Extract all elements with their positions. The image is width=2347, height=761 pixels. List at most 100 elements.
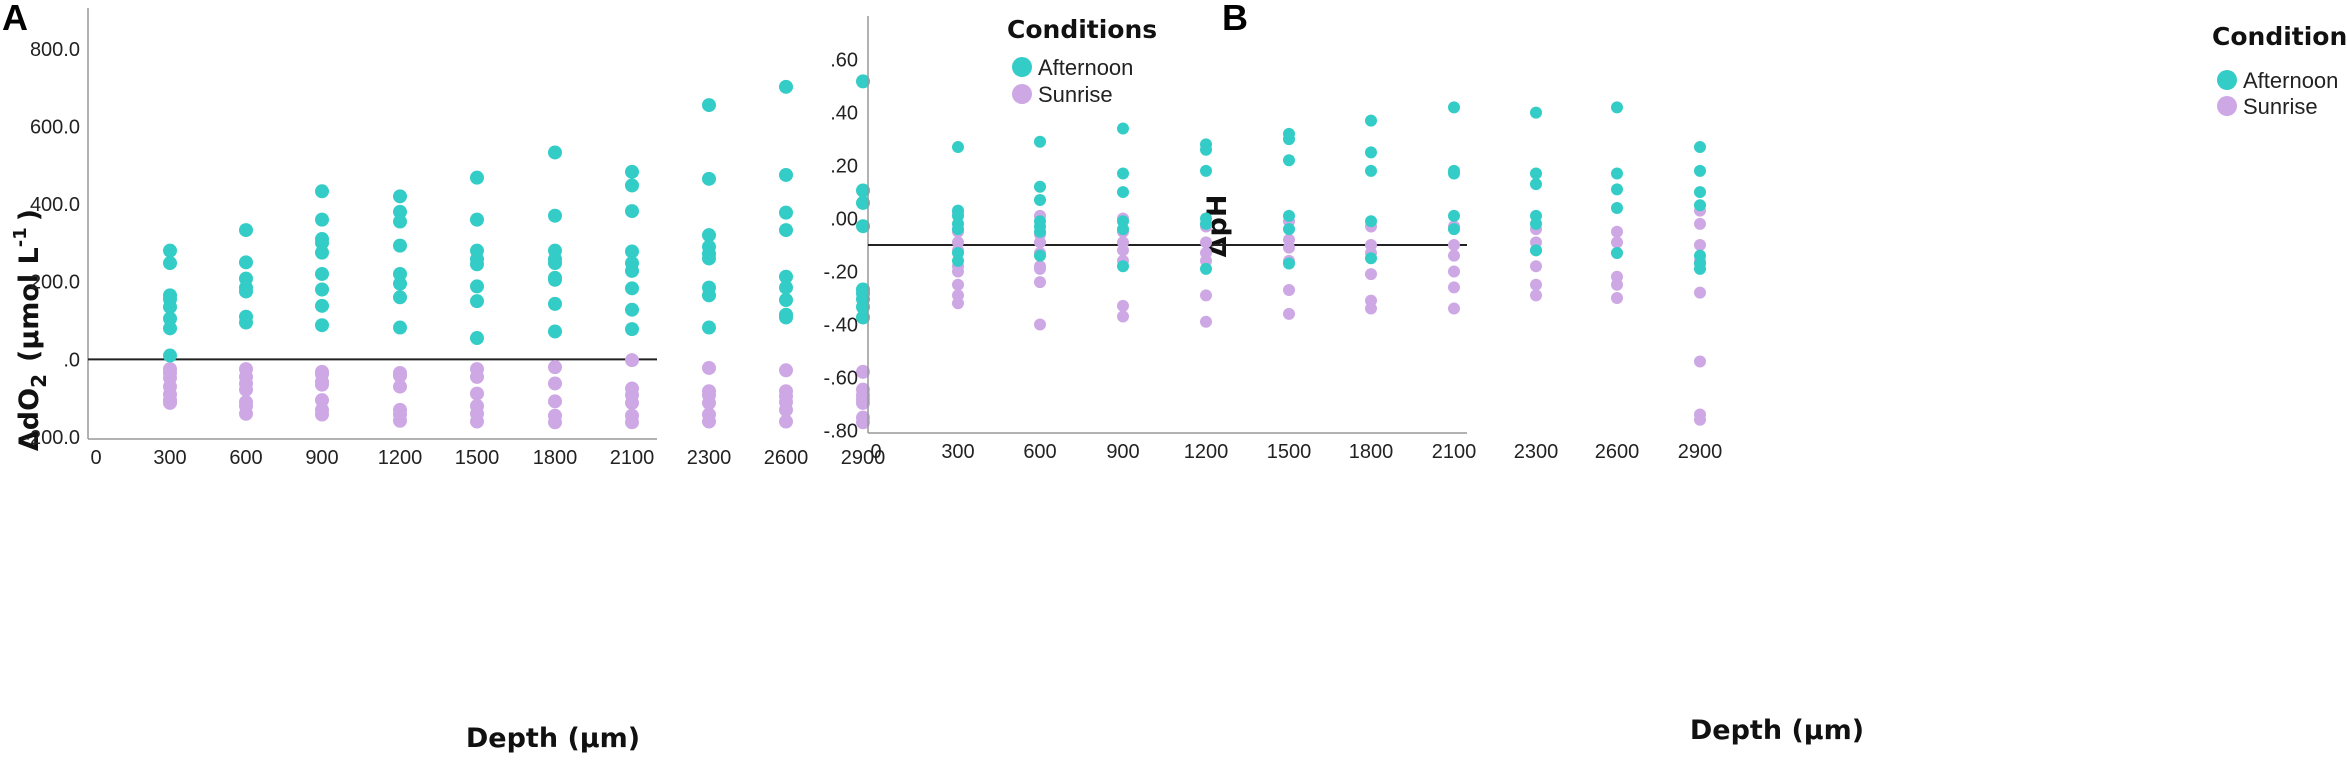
x-tick-label-b: 1200	[1184, 441, 1229, 463]
point-sunrise-b	[1117, 299, 1129, 312]
point-afternoon-b	[1117, 167, 1129, 180]
point-afternoon-a	[239, 255, 253, 270]
point-sunrise-b	[1694, 413, 1706, 426]
point-afternoon-a	[625, 244, 639, 259]
point-sunrise-b	[952, 278, 964, 291]
point-sunrise-b	[1694, 239, 1706, 252]
point-afternoon-a	[315, 266, 329, 281]
point-afternoon-b	[1283, 257, 1295, 270]
x-tick-label-a: 1200	[378, 447, 423, 469]
point-sunrise-a	[470, 414, 484, 429]
point-afternoon-a	[239, 223, 253, 238]
point-sunrise-b	[952, 297, 964, 310]
point-afternoon-a	[548, 324, 562, 339]
point-afternoon-a	[779, 79, 793, 94]
point-afternoon-a	[163, 348, 177, 363]
point-afternoon-a	[779, 310, 793, 325]
point-afternoon-a	[856, 183, 870, 198]
point-afternoon-a	[163, 256, 177, 271]
legend-b-afternoon-label: Afternoon	[2243, 68, 2338, 93]
point-afternoon-a	[393, 290, 407, 305]
point-afternoon-a	[702, 251, 716, 266]
y-tick-label-b: -.80	[824, 420, 858, 442]
point-sunrise-a	[470, 386, 484, 401]
y-tick-label-b: -.60	[824, 367, 858, 389]
point-sunrise-b	[1283, 284, 1295, 297]
point-afternoon-a	[702, 171, 716, 186]
point-afternoon-b	[1117, 186, 1129, 199]
point-sunrise-b	[1530, 278, 1542, 291]
point-afternoon-b	[1117, 223, 1129, 236]
point-afternoon-a	[548, 296, 562, 311]
point-sunrise-b	[1034, 276, 1046, 289]
point-sunrise-a	[239, 406, 253, 421]
point-sunrise-b	[1283, 241, 1295, 254]
point-sunrise-b	[1448, 265, 1460, 278]
point-afternoon-a	[393, 204, 407, 219]
point-afternoon-a	[163, 321, 177, 336]
y-axis-title-a-sup: -1	[10, 227, 31, 247]
point-afternoon-b	[1283, 223, 1295, 236]
point-afternoon-b	[1530, 217, 1542, 230]
point-afternoon-b	[1530, 244, 1542, 257]
point-sunrise-a	[315, 393, 329, 408]
point-afternoon-b	[1530, 106, 1542, 119]
point-afternoon-a	[470, 170, 484, 185]
y-tick-label-a: -200.0	[23, 427, 80, 449]
point-sunrise-b	[1530, 260, 1542, 273]
point-sunrise-a	[315, 377, 329, 392]
point-afternoon-a	[470, 331, 484, 346]
y-axis-title-a-sub: 2	[27, 374, 51, 388]
x-tick-label-b: 1500	[1267, 441, 1312, 463]
legend-b-sunrise-label: Sunrise	[2243, 94, 2318, 119]
point-afternoon-b	[1530, 167, 1542, 180]
x-axis-title-b: Depth (µm)	[1690, 715, 1864, 746]
panel-b-label: B	[1222, 0, 1248, 38]
point-sunrise-a	[856, 415, 870, 430]
legend-a-sunrise-label: Sunrise	[1038, 82, 1113, 107]
point-afternoon-a	[163, 311, 177, 326]
point-afternoon-a	[625, 263, 639, 278]
y-tick-label-b: -.20	[824, 261, 858, 283]
point-sunrise-a	[239, 382, 253, 397]
point-afternoon-a	[315, 282, 329, 297]
point-afternoon-a	[702, 288, 716, 303]
point-afternoon-a	[702, 228, 716, 243]
point-sunrise-a	[393, 413, 407, 428]
point-afternoon-a	[548, 145, 562, 160]
x-tick-label-a: 0	[90, 447, 101, 469]
x-tick-label-a: 900	[305, 447, 338, 469]
point-sunrise-a	[625, 395, 639, 410]
point-afternoon-a	[625, 164, 639, 179]
point-afternoon-b	[1365, 215, 1377, 228]
point-sunrise-b	[1117, 310, 1129, 323]
point-afternoon-b	[1200, 262, 1212, 275]
point-afternoon-b	[1365, 146, 1377, 159]
point-sunrise-b	[1448, 239, 1460, 252]
point-afternoon-b	[1283, 133, 1295, 146]
point-sunrise-b	[952, 265, 964, 278]
legend-a-afternoon-label: Afternoon	[1038, 55, 1133, 80]
point-afternoon-b	[952, 223, 964, 236]
point-afternoon-a	[856, 195, 870, 210]
point-sunrise-a	[702, 414, 716, 429]
point-afternoon-b	[1694, 186, 1706, 199]
point-afternoon-a	[315, 245, 329, 260]
x-tick-label-b: 2900	[1678, 441, 1723, 463]
point-afternoon-a	[856, 299, 870, 314]
point-sunrise-b	[1611, 236, 1623, 249]
point-afternoon-b	[1611, 167, 1623, 180]
point-afternoon-a	[625, 322, 639, 337]
point-sunrise-a	[548, 376, 562, 391]
x-tick-label-a: 2600	[764, 447, 809, 469]
point-sunrise-a	[779, 363, 793, 378]
y-tick-label-b: -.40	[824, 314, 858, 336]
point-sunrise-a	[856, 364, 870, 379]
y-axis-title-a-main: ΔdO	[14, 388, 45, 451]
point-afternoon-a	[548, 256, 562, 271]
point-afternoon-a	[856, 74, 870, 89]
point-afternoon-a	[393, 189, 407, 204]
x-tick-label-a: 300	[153, 447, 186, 469]
point-sunrise-a	[163, 395, 177, 410]
point-sunrise-a	[315, 407, 329, 422]
